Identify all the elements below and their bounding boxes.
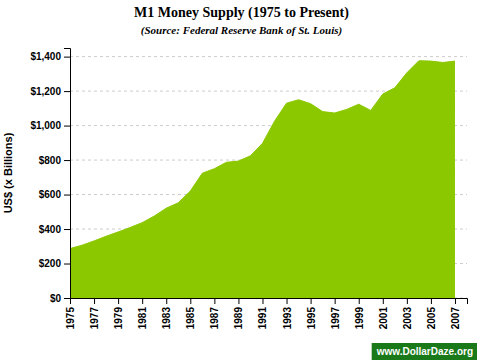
y-tick-mark [64, 195, 70, 196]
x-tick: 1983 [161, 298, 172, 329]
subtitle: (Source: Federal Reserve Bank of St. Lou… [141, 24, 342, 37]
x-tick-mark [335, 298, 336, 304]
x-tick-mark [287, 298, 288, 304]
area-line [70, 61, 455, 249]
x-tick: 1987 [209, 298, 220, 329]
y-tick-label: $600 [39, 189, 62, 200]
x-tick: 2007 [450, 298, 461, 329]
y-tick-mark [64, 264, 70, 265]
plot: 1975 1977 1979 1981 1983 1985 1987 1989 1991 1993… [2, 49, 468, 330]
x-tick-label: 1977 [89, 307, 100, 330]
x-tick-mark [214, 298, 215, 304]
x-tick-label: 1995 [306, 307, 317, 330]
x-tick-label: 1985 [185, 307, 196, 330]
marks [70, 61, 455, 298]
x-tick-mark [94, 298, 95, 304]
x-tick-mark [311, 298, 312, 304]
x-tick-mark [359, 298, 360, 304]
x-tick-label: 2003 [402, 307, 413, 330]
x-tick: 1981 [137, 298, 148, 329]
y-tick-label: $0 [50, 293, 62, 304]
x-tick-mark [262, 298, 263, 304]
y-tick-mark [64, 126, 70, 127]
y-tick: $1,200 [30, 86, 70, 97]
x-tick-label: 1979 [113, 307, 124, 330]
area [70, 61, 455, 298]
x-tick: 2001 [378, 298, 389, 329]
y-tick: $400 [39, 224, 70, 235]
x-tick: 1989 [233, 298, 244, 329]
y-tick-mark [64, 298, 70, 299]
x-tick: 1985 [185, 298, 196, 329]
x-tick-mark [383, 298, 384, 304]
y-tick-mark [64, 229, 70, 230]
x-tick: 1979 [113, 298, 124, 329]
x-tick-label: 1997 [330, 307, 341, 330]
watermark-box [372, 343, 477, 360]
x-tick-label: 1989 [233, 307, 244, 330]
x-tick-label: 2005 [426, 307, 437, 330]
y-tick-label: $400 [39, 224, 62, 235]
y-tick-label: $200 [39, 258, 62, 269]
y-tick: $200 [39, 258, 70, 269]
x-tick-label: 1993 [282, 307, 293, 330]
x-tick-label: 1999 [354, 307, 365, 330]
y-axis-line [64, 49, 71, 299]
watermark-text: www.DollarDaze.org [376, 346, 473, 357]
x-tick-mark [190, 298, 191, 304]
x-axis: 1975 1977 1979 1981 1983 1985 1987 1989 1991 1993… [65, 298, 468, 329]
y-tick-label: $1,200 [30, 86, 61, 97]
x-tick-mark [407, 298, 408, 304]
y-tick-label: $1,000 [30, 120, 61, 131]
y-tick-mark [64, 160, 70, 161]
x-tick-label: 1991 [257, 307, 268, 330]
x-tick: 1997 [330, 298, 341, 329]
chart: M1 Money Supply (1975 to Present) (Source… [0, 0, 483, 364]
x-tick-mark [142, 298, 143, 304]
grid [70, 57, 467, 298]
y-tick: $0 [50, 293, 70, 304]
x-tick-mark [118, 298, 119, 304]
title: M1 Money Supply (1975 to Present) [134, 5, 349, 21]
x-axis-line [71, 299, 468, 305]
y-axis-title: US$ (x Billions) [2, 132, 14, 213]
x-tick: 1993 [282, 298, 293, 329]
x-tick: 2003 [402, 298, 413, 329]
x-tick: 1991 [257, 298, 268, 329]
x-tick-label: 2001 [378, 307, 389, 330]
x-tick: 2005 [426, 298, 437, 329]
grid-line [70, 56, 467, 57]
y-tick: $600 [39, 189, 70, 200]
x-tick: 1995 [306, 298, 317, 329]
y-tick: $1,000 [30, 120, 70, 131]
x-tick-mark [238, 298, 239, 304]
x-tick-mark [431, 298, 432, 304]
y-tick: $800 [39, 155, 70, 166]
x-tick: 1999 [354, 298, 365, 329]
x-tick-label: 1975 [65, 307, 76, 330]
x-tick-label: 2007 [450, 307, 461, 330]
x-tick-mark [166, 298, 167, 304]
y-tick-mark [64, 91, 70, 92]
x-tick: 1975 [65, 298, 76, 329]
x-tick-mark [455, 298, 456, 304]
x-tick: 1977 [89, 298, 100, 329]
y-axis: $0 $200 $400 $600 $800 $1,000 $1,200 $1,400 [30, 49, 70, 304]
y-tick-label: $800 [39, 155, 62, 166]
watermark: www.DollarDaze.org [372, 343, 477, 360]
x-tick-label: 1987 [209, 307, 220, 330]
x-tick-label: 1981 [137, 307, 148, 330]
x-tick-label: 1983 [161, 307, 172, 330]
y-tick-label: $1,400 [30, 51, 61, 62]
y-tick-mark [64, 57, 70, 58]
y-tick: $1,400 [30, 51, 70, 62]
